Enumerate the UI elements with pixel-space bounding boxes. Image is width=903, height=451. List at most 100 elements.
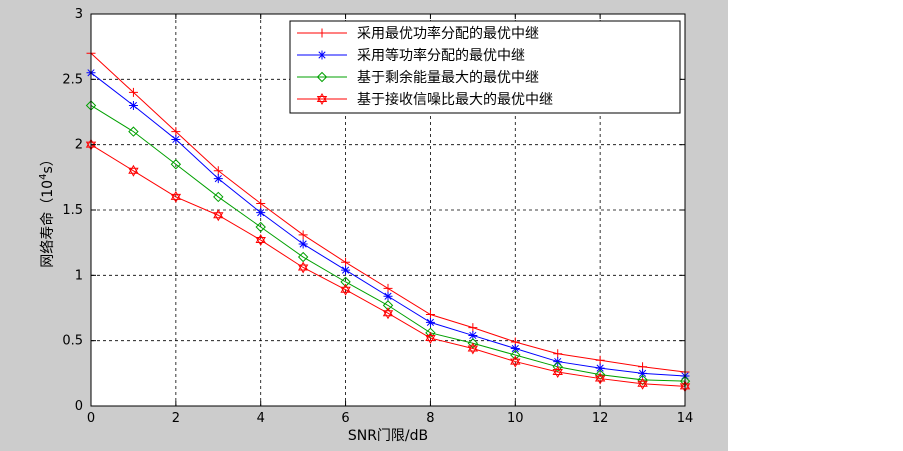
y-tick-label: 3 xyxy=(75,7,83,22)
hexagram-triangle-down xyxy=(594,375,606,385)
hexagram-triangle-down xyxy=(316,96,328,106)
data-point xyxy=(255,221,266,233)
hexagram-triangle-up xyxy=(128,164,139,174)
x-axis-label: SNR门限/dB xyxy=(348,428,428,444)
legend-label: 采用等功率分配的最优中继 xyxy=(357,47,525,64)
data-point xyxy=(425,327,436,339)
data-point xyxy=(256,198,266,208)
legend-marker xyxy=(317,50,327,60)
data-point xyxy=(553,357,563,367)
hexagram-triangle-up xyxy=(510,355,521,365)
data-point xyxy=(298,230,308,240)
hexagram-triangle-down xyxy=(213,212,224,222)
data-point xyxy=(340,283,351,296)
hexagram-triangle-up xyxy=(316,92,328,102)
y-tick-label: 2 xyxy=(75,138,83,153)
data-point xyxy=(340,276,351,288)
y-axis-label-tail: s） xyxy=(40,152,56,173)
data-point xyxy=(382,307,394,320)
hexagram-triangle-down xyxy=(297,264,309,274)
series-3 xyxy=(85,100,691,387)
data-point xyxy=(595,355,605,365)
hexagram-triangle-up xyxy=(382,307,394,317)
data-point xyxy=(383,291,393,301)
data-point xyxy=(171,134,181,144)
data-point xyxy=(170,159,182,170)
hexagram-triangle-up xyxy=(170,190,182,200)
y-axis-label-exponent: 4 xyxy=(38,174,49,180)
y-tick-label: 2.5 xyxy=(62,72,83,87)
data-point xyxy=(595,363,605,373)
legend-marker xyxy=(317,28,327,38)
y-axis-label-main: 网络寿命（10 xyxy=(39,180,56,268)
legend-label: 采用最优功率分配的最优中继 xyxy=(357,25,539,42)
data-point xyxy=(128,126,139,137)
data-point xyxy=(341,265,351,275)
legend-marker xyxy=(316,71,328,83)
x-tick-label: 0 xyxy=(87,411,95,426)
series-line xyxy=(90,144,686,387)
hexagram-triangle-down xyxy=(340,286,351,296)
hexagram-triangle-down xyxy=(425,335,436,345)
data-point xyxy=(594,369,606,380)
data-point xyxy=(552,361,563,373)
x-tick-label: 6 xyxy=(341,411,349,426)
x-tick-label: 2 xyxy=(172,411,180,426)
data-point xyxy=(297,261,309,274)
data-point xyxy=(383,283,393,293)
legend-label: 基于剩余能量最大的最优中继 xyxy=(357,69,539,86)
legend-item: 采用等功率分配的最优中继 xyxy=(297,47,525,64)
data-point xyxy=(425,310,435,320)
data-point xyxy=(213,209,224,222)
data-point xyxy=(425,317,435,327)
legend-marker xyxy=(316,92,328,106)
hexagram-triangle-down xyxy=(552,369,563,379)
y-axis-label: 网络寿命（104s） xyxy=(38,152,56,268)
legend-item: 基于接收信噪比最大的最优中继 xyxy=(297,91,553,108)
data-point xyxy=(510,355,521,368)
data-point xyxy=(467,342,479,355)
data-point xyxy=(213,191,224,203)
data-point xyxy=(594,372,606,385)
y-tick-label: 1.5 xyxy=(62,203,83,218)
data-point xyxy=(637,377,648,390)
data-point xyxy=(468,330,478,340)
series-line xyxy=(90,105,686,382)
hexagram-triangle-up xyxy=(425,332,436,342)
x-tick-label: 10 xyxy=(507,411,524,426)
data-point xyxy=(638,368,648,378)
data-point xyxy=(213,174,223,184)
hexagram-triangle-down xyxy=(637,380,648,390)
legend-item: 采用最优功率分配的最优中继 xyxy=(297,25,539,42)
data-point xyxy=(256,208,266,218)
x-tick-label: 14 xyxy=(677,411,694,426)
data-point xyxy=(467,338,479,349)
data-point xyxy=(468,323,478,333)
data-point xyxy=(171,127,181,137)
x-tick-label: 4 xyxy=(257,411,265,426)
line-chart: 0 2 4 6 8 10 12 14 0 0.5 1 1.5 2 2.5 3 SNR门限/dB 网络寿命（1… xyxy=(38,7,694,444)
legend-item: 基于剩余能量最大的最优中继 xyxy=(297,69,539,86)
x-tick-label: 8 xyxy=(426,411,434,426)
legend-label: 基于接收信噪比最大的最优中继 xyxy=(357,91,553,108)
data-point xyxy=(341,257,351,267)
y-tick-label: 1 xyxy=(75,268,83,283)
hexagram-triangle-up xyxy=(297,261,309,271)
data-point xyxy=(425,332,436,345)
hexagram-triangle-up xyxy=(255,234,266,244)
data-point xyxy=(382,300,394,311)
y-tick-label: 0.5 xyxy=(62,334,83,349)
hexagram-triangle-up xyxy=(467,342,479,352)
x-tick-label: 12 xyxy=(592,411,609,426)
data-point xyxy=(128,100,138,110)
hexagram-triangle-up xyxy=(552,366,563,376)
hexagram-triangle-up xyxy=(213,209,224,219)
data-point xyxy=(213,166,223,176)
hexagram-triangle-down xyxy=(510,358,521,368)
data-point xyxy=(128,164,139,177)
data-point xyxy=(552,366,563,379)
data-point xyxy=(553,349,563,359)
data-point xyxy=(170,190,182,203)
data-point xyxy=(637,374,648,386)
hexagram-triangle-down xyxy=(170,193,182,203)
